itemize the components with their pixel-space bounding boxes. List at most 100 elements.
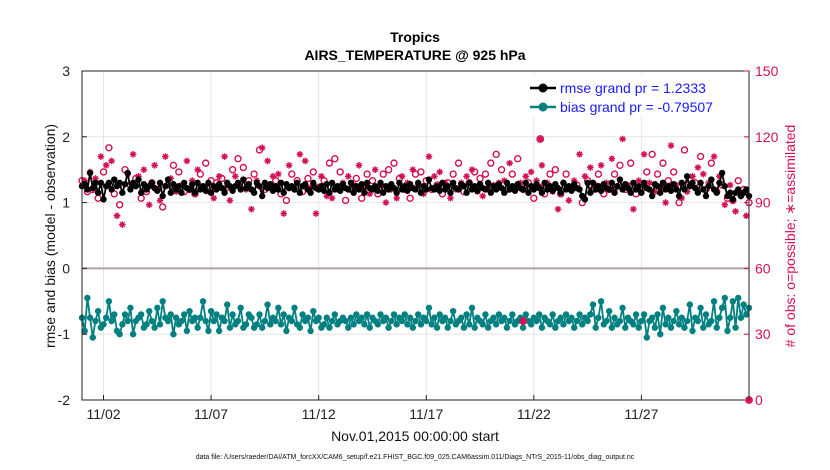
rmse-point: [191, 189, 199, 196]
rmse-point: [156, 179, 164, 187]
chart-title: Tropics: [390, 29, 440, 45]
bias-point: [154, 304, 161, 312]
bias-point: [447, 317, 454, 325]
bias-point: [441, 314, 449, 321]
possible-point: [94, 194, 102, 202]
bias-point: [702, 311, 710, 318]
rmse-point: [213, 186, 220, 193]
assimilated-point: [732, 208, 739, 215]
grid: [82, 71, 749, 400]
bias-point: [170, 331, 177, 338]
possible-point: [707, 159, 716, 167]
possible-point: [669, 168, 678, 176]
possible-point: [379, 170, 387, 178]
bias-point: [683, 317, 691, 325]
rmse-point: [404, 187, 411, 194]
bias-point: [353, 311, 360, 318]
assimilated-point: [694, 164, 702, 171]
rmse-point: [393, 189, 400, 196]
legend-box: [516, 74, 746, 116]
rmse-point: [702, 192, 710, 200]
rmse-point: [140, 180, 148, 188]
assimilated-point: [570, 177, 578, 184]
assimilated-point: [215, 172, 223, 180]
assimilated-point: [506, 159, 513, 167]
bias-point: [662, 321, 669, 328]
bias-point: [221, 317, 228, 325]
rmse-point: [111, 176, 118, 183]
assimilated-point: [726, 181, 734, 189]
bias-point: [320, 321, 328, 328]
rmse-point: [237, 186, 244, 193]
bias-point: [377, 311, 384, 318]
assimilated-point: [97, 153, 105, 160]
assimilated-point: [431, 172, 438, 180]
bias-point: [562, 311, 570, 318]
possible-point: [696, 152, 705, 161]
bias-point: [667, 324, 675, 331]
assimilated-point: [743, 212, 750, 220]
rmse-point: [92, 179, 99, 187]
bias-point: [538, 324, 546, 331]
bias-point: [522, 311, 529, 318]
bias-point: [264, 301, 271, 308]
y-right-tick-label: 30: [755, 326, 771, 342]
rmse-point: [186, 186, 193, 193]
rmse-point: [380, 189, 387, 196]
bias-point: [605, 307, 613, 315]
bias-point: [659, 304, 667, 312]
rmse-point: [605, 186, 613, 193]
bias-point: [568, 314, 575, 321]
possible-point: [497, 165, 506, 174]
bias-point: [449, 307, 457, 315]
bias-point: [579, 321, 586, 328]
assimilated-point: [102, 162, 110, 169]
bias-point: [732, 324, 739, 331]
rmse-point: [654, 182, 661, 190]
assimilated-point: [619, 135, 626, 143]
rmse-point: [296, 189, 304, 196]
possible-point: [363, 170, 371, 178]
assimilated-point: [678, 194, 686, 202]
bias-point: [121, 311, 129, 318]
bias-point: [256, 311, 263, 318]
rmse-point: [713, 189, 720, 196]
bias-point: [501, 314, 508, 321]
bias-point: [164, 317, 172, 325]
assimilated-point: [328, 194, 336, 202]
bias-point: [632, 311, 640, 318]
rmse-point: [670, 180, 677, 188]
rmse-point: [492, 186, 500, 193]
rmse-point: [718, 169, 726, 177]
possible-point: [449, 170, 457, 178]
rmse-point: [530, 186, 538, 193]
bias-point: [388, 317, 395, 325]
possible-point: [239, 163, 248, 172]
bias-point: [326, 324, 333, 331]
rmse-point: [705, 182, 712, 190]
bias-point: [310, 307, 317, 315]
y-right-tick-label: 90: [755, 195, 771, 211]
bias-point: [654, 311, 661, 318]
bias-point: [648, 314, 656, 321]
rmse-point: [234, 179, 242, 187]
rmse-point: [256, 182, 263, 190]
assimilated-point: [232, 172, 239, 180]
assimilated-point: [630, 205, 637, 213]
assimilated-point: [710, 153, 718, 160]
bias-point: [414, 311, 422, 318]
bias-point: [576, 311, 583, 318]
assimilated-point: [119, 221, 126, 228]
bias-point: [643, 334, 650, 341]
rmse-point: [436, 187, 443, 194]
bias-point: [665, 314, 672, 321]
y-axis-right: 0 30 60 90 120 150: [744, 63, 779, 408]
possible-point: [476, 174, 484, 183]
bias-point: [409, 324, 417, 331]
rmse-point: [589, 179, 597, 187]
bias-point: [433, 324, 441, 331]
rmse-point: [549, 187, 556, 194]
rmse-point: [261, 179, 269, 187]
possible-point: [384, 165, 393, 174]
bias-point: [552, 324, 559, 331]
